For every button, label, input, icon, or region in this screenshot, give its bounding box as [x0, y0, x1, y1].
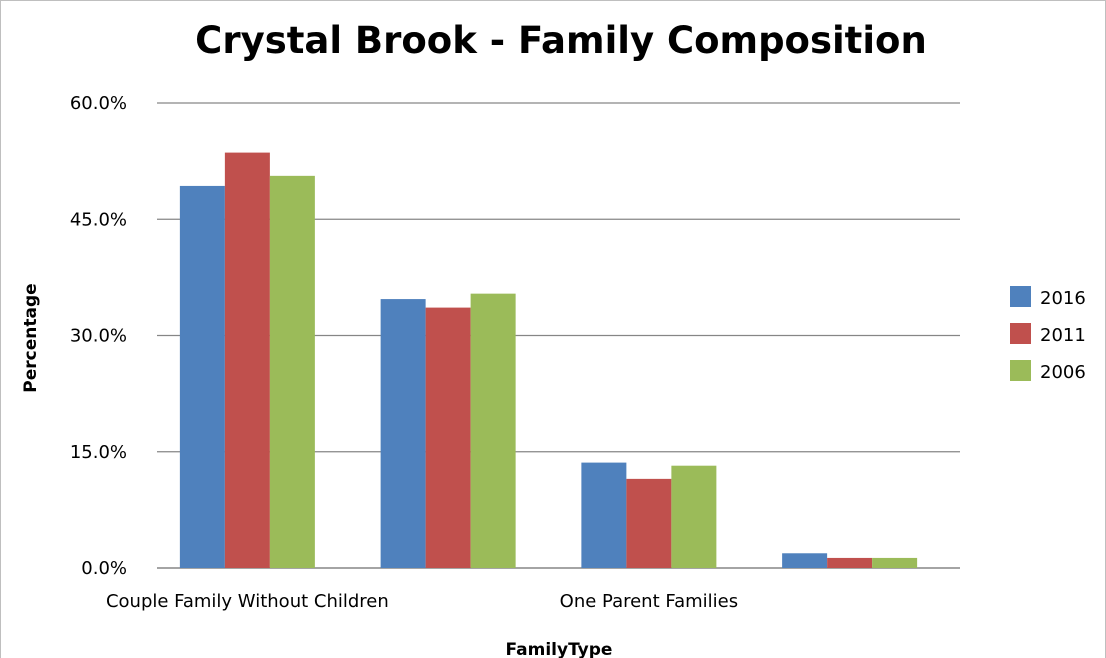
legend-swatch-2006	[1010, 360, 1031, 381]
bar-2006-1	[269, 175, 315, 568]
x-axis-title: FamilyType	[506, 640, 613, 658]
legend-label-2016: 2016	[1040, 288, 1086, 309]
bar-2006-3	[671, 465, 717, 568]
y-axis-tick-labels: 0.0% 15.0% 30.0% 45.0% 60.0%	[70, 93, 127, 579]
legend-swatch-2011	[1010, 323, 1031, 344]
bar-2011-3	[626, 478, 672, 568]
legend-swatch-2016	[1010, 286, 1031, 307]
x-tick-label: One Parent Families	[560, 591, 738, 612]
bar-2016-4	[782, 553, 828, 568]
y-axis-title: Percentage	[21, 283, 41, 392]
bar-2016-2	[380, 299, 426, 568]
bar-2016-3	[581, 462, 627, 568]
x-axis-tick-labels: Couple Family Without Children One Parent…	[106, 591, 738, 612]
bar-2016-1	[179, 185, 225, 569]
bar-2011-1	[224, 152, 270, 568]
y-tick-label: 0.0%	[81, 558, 127, 579]
bar-2011-4	[827, 557, 873, 568]
bar-2011-2	[425, 307, 471, 568]
bar-2006-2	[470, 293, 516, 568]
y-tick-label: 60.0%	[70, 93, 127, 114]
legend: 2016 2011 2006	[1010, 286, 1086, 383]
y-tick-label: 45.0%	[70, 209, 127, 230]
chart-title: Crystal Brook - Family Composition	[195, 19, 927, 62]
bar-2006-4	[872, 557, 918, 568]
y-tick-label: 15.0%	[70, 442, 127, 463]
x-tick-label: Couple Family Without Children	[106, 591, 389, 612]
legend-label-2006: 2006	[1040, 362, 1086, 383]
legend-label-2011: 2011	[1040, 325, 1086, 346]
bars	[179, 152, 918, 569]
y-tick-label: 30.0%	[70, 326, 127, 347]
